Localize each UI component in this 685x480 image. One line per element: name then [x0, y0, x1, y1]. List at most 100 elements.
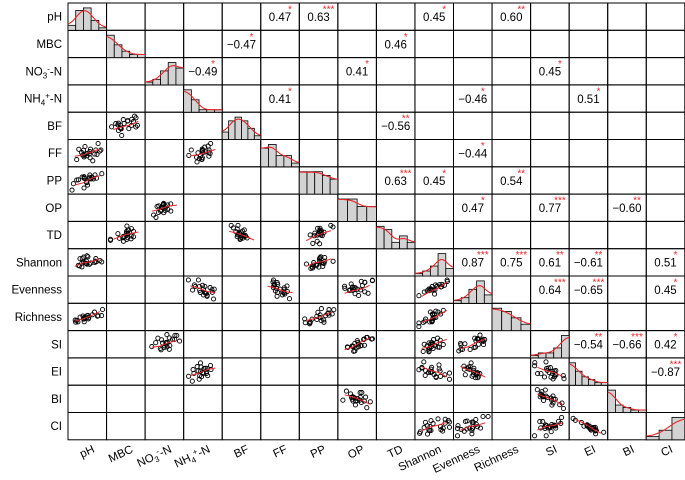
grid-cell: [260, 248, 300, 277]
histogram-bar: [561, 335, 570, 359]
correlation-value: 0.47: [462, 203, 484, 215]
grid-cell: [298, 111, 339, 140]
scatter-point: [420, 348, 426, 355]
scatter-point: [228, 222, 234, 228]
grid-cell: [530, 220, 570, 250]
significance-stars: *: [404, 32, 408, 43]
histogram-bar: [90, 19, 100, 31]
significance-stars: *: [250, 32, 254, 43]
density-curve: [491, 308, 531, 325]
scatter-point: [458, 346, 464, 352]
histogram-bar: [337, 198, 348, 222]
scatter-point: [279, 292, 285, 298]
correlation-value: 0.77: [539, 203, 561, 215]
scatter-point: [208, 140, 214, 147]
grid-cell: [260, 357, 300, 386]
column-label: BI: [621, 444, 636, 459]
label-superscript: -: [154, 447, 161, 456]
histogram-bar: [375, 225, 385, 250]
grid-cell: [645, 193, 685, 222]
grid-cell: [67, 220, 108, 250]
scatter-point: [99, 171, 105, 177]
histogram-bar: [221, 131, 230, 140]
label-superscript: +: [45, 92, 50, 101]
grid-cell: [260, 412, 300, 441]
label-base: pH: [47, 12, 62, 24]
smooth-fit-line: [537, 393, 563, 406]
grid-cell: [221, 302, 262, 332]
grid-cell: [144, 2, 185, 31]
scatter-point: [544, 394, 551, 401]
scatter-point: [359, 390, 365, 396]
scatter-point: [426, 340, 432, 346]
scatter-point: [234, 226, 240, 232]
significance-stars: ***: [400, 168, 412, 179]
grid-cell: [106, 412, 146, 441]
grid-cell: [221, 139, 262, 168]
scatter-point: [73, 319, 79, 325]
significance-stars: *: [558, 59, 562, 70]
column-label: PP: [309, 444, 328, 461]
scatter-point: [340, 397, 346, 403]
grid-cell: [106, 193, 146, 222]
row-label: CI: [51, 421, 63, 433]
scatter-point: [589, 426, 596, 432]
scatter-point: [331, 307, 337, 313]
grid-cell: [453, 111, 493, 140]
scatter-point: [428, 366, 434, 372]
correlation-value: 0.45: [423, 12, 445, 24]
grid-cell: [260, 330, 300, 359]
grid-cell: [260, 193, 300, 222]
scatter-point: [361, 342, 368, 348]
correlation-value: −0.49: [188, 67, 217, 79]
histogram-bar: [175, 67, 185, 86]
grid-cell: [106, 357, 146, 386]
scatter-point: [322, 254, 328, 261]
scatter-point: [235, 222, 241, 228]
label-base: OP: [346, 444, 366, 462]
scatter-point: [211, 286, 217, 292]
grid-cell: [375, 2, 416, 31]
scatter-point: [422, 372, 428, 379]
grid-cell: [607, 357, 647, 386]
scatter-point: [95, 140, 101, 147]
scatter-point: [321, 317, 327, 323]
correlation-value: 0.60: [500, 12, 522, 24]
scatter-point: [421, 341, 427, 347]
scatter-point: [81, 185, 87, 191]
scatter-point: [547, 424, 553, 430]
significance-stars: **: [595, 250, 603, 261]
scatter-point: [471, 365, 477, 371]
scatter-point: [87, 146, 94, 152]
significance-stars: **: [633, 196, 641, 207]
scatter-point: [317, 241, 323, 247]
grid-cell: [144, 139, 185, 168]
grid-cell: [414, 57, 455, 86]
scatter-point: [94, 313, 101, 319]
grid-cell: [568, 220, 609, 250]
label-base: SI: [544, 444, 559, 459]
density-curve: [299, 171, 338, 180]
grid-cell: [491, 57, 532, 86]
scatter-point: [434, 335, 441, 341]
grid-cell: [645, 220, 685, 250]
smooth-fit-line: [344, 284, 370, 294]
grid-cell: [607, 412, 647, 441]
correlation-value: −0.47: [227, 39, 256, 51]
scatter-point: [369, 336, 375, 342]
grid-cell: [221, 193, 262, 222]
grid-cell: [260, 111, 300, 140]
scatter-point: [436, 362, 442, 368]
grid-cell: [530, 166, 570, 195]
scatter-point: [76, 146, 82, 152]
histogram-bar: [483, 294, 493, 304]
label-base: Evenness: [11, 285, 62, 297]
grid-cell: [106, 384, 146, 414]
row-label: pH: [47, 12, 62, 24]
histogram-bar: [260, 147, 269, 168]
scatter-point: [426, 369, 432, 375]
smooth-fit-line: [151, 204, 177, 212]
grid-cell: [453, 302, 493, 332]
grid-cell: [645, 166, 685, 195]
grid-cell: [375, 412, 416, 441]
